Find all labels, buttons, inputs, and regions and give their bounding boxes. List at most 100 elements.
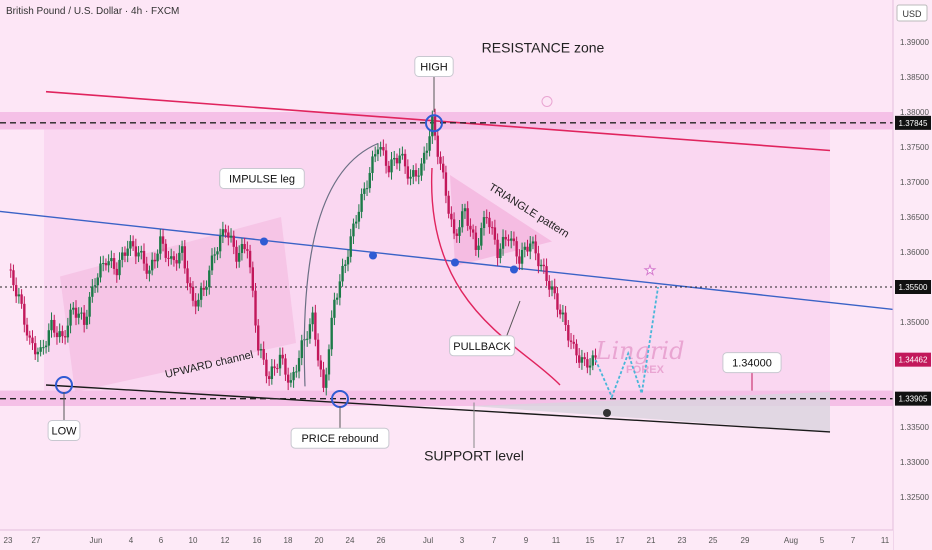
x-tick: 26: [377, 536, 386, 545]
candle-body: [567, 325, 570, 341]
currency-label: USD: [902, 9, 922, 19]
candle-body: [346, 256, 350, 265]
candle-body: [384, 150, 388, 166]
x-tick: 3: [460, 536, 465, 545]
candle-body: [137, 252, 140, 257]
pullback-label: PULLBACK: [453, 341, 511, 353]
candle-body: [93, 285, 97, 287]
candle-body: [477, 245, 480, 250]
candle-body: [580, 357, 584, 363]
candle-body: [558, 309, 562, 315]
candle-body: [534, 241, 537, 254]
candle-body: [197, 299, 200, 307]
x-tick: 17: [616, 536, 625, 545]
instrument-title: British Pound / U.S. Dollar · 4h · FXCM: [6, 6, 180, 17]
candle-body: [55, 332, 59, 338]
candle-body: [488, 217, 491, 228]
candle-body: [311, 312, 314, 325]
candle-body: [208, 270, 211, 288]
candle-body: [112, 258, 116, 269]
candle-body: [205, 287, 208, 290]
candle-body: [398, 155, 401, 164]
candle-body: [344, 264, 347, 266]
candle-body: [270, 366, 274, 380]
target-star: ★: [644, 262, 656, 277]
candle-body: [265, 359, 268, 377]
level-badge: [895, 115, 931, 130]
candle-body: [17, 294, 21, 297]
candle-body: [227, 232, 230, 238]
impulse-label: IMPULSE leg: [229, 174, 295, 186]
y-tick: 1.33500: [900, 423, 929, 432]
eye-marker: [603, 409, 611, 417]
x-tick: 4: [129, 536, 134, 545]
x-tick: Aug: [784, 536, 798, 545]
candle-body: [121, 252, 124, 260]
resistance-trendline: [45, 90, 831, 152]
candle-body: [42, 347, 45, 349]
candle-body: [167, 257, 170, 259]
candle-body: [85, 316, 89, 325]
x-tick: Jun: [90, 536, 103, 545]
candle-body: [232, 235, 235, 247]
candle-body: [379, 147, 382, 150]
y-tick: 1.35000: [900, 318, 929, 327]
y-tick: 1.36000: [900, 248, 929, 257]
candle-body: [104, 263, 108, 266]
candle-body: [88, 296, 91, 317]
candle-body: [515, 241, 518, 257]
x-tick: 18: [284, 536, 293, 545]
candle-body: [529, 243, 532, 252]
candle-body: [123, 252, 127, 256]
x-tick: 29: [741, 536, 750, 545]
candle-body: [583, 357, 586, 360]
candle-body: [335, 297, 339, 300]
x-tick: 7: [851, 536, 856, 545]
candle-body: [420, 163, 423, 176]
candle-body: [480, 228, 483, 246]
candle-body: [28, 335, 31, 338]
candle-body: [150, 259, 154, 271]
rebound-label-box: [290, 427, 390, 449]
candle-body: [66, 325, 70, 338]
candle-body: [374, 154, 377, 157]
x-tick: 24: [346, 536, 355, 545]
level-label: 1.34462: [899, 356, 928, 365]
candle-body: [259, 349, 263, 351]
x-tick: 5: [820, 536, 825, 545]
candle-body: [77, 313, 80, 318]
candle-body: [548, 280, 551, 290]
y-tick: 1.37500: [900, 143, 929, 152]
candle-body: [439, 156, 442, 164]
candle-body: [306, 338, 309, 340]
x-tick: 23: [4, 536, 13, 545]
candle-body: [284, 358, 287, 375]
candle-body: [349, 236, 352, 257]
candle-body: [61, 331, 64, 337]
level-badge: [895, 391, 931, 406]
candle-body: [25, 324, 29, 336]
candle-body: [153, 259, 157, 262]
candle-body: [110, 258, 113, 262]
candle-body: [295, 371, 298, 373]
candle-body: [387, 165, 390, 173]
candle-body: [330, 317, 333, 350]
candle-body: [319, 360, 322, 370]
candle-body: [142, 250, 146, 264]
support-wedge: [470, 392, 830, 432]
candle-body: [257, 325, 260, 351]
candle-body: [409, 176, 412, 179]
candle-body: [39, 347, 42, 352]
candle-body: [393, 157, 396, 160]
candle-body: [273, 366, 276, 369]
impulse-arrow: [303, 142, 379, 387]
candle-body: [180, 246, 184, 253]
x-tick: 11: [552, 536, 561, 545]
impulse-label-box: [219, 168, 305, 189]
candle-body: [254, 290, 257, 326]
candle-body: [510, 238, 513, 241]
candle-body: [591, 355, 594, 366]
resistance-zone: [0, 112, 893, 130]
candle-body: [31, 337, 34, 344]
